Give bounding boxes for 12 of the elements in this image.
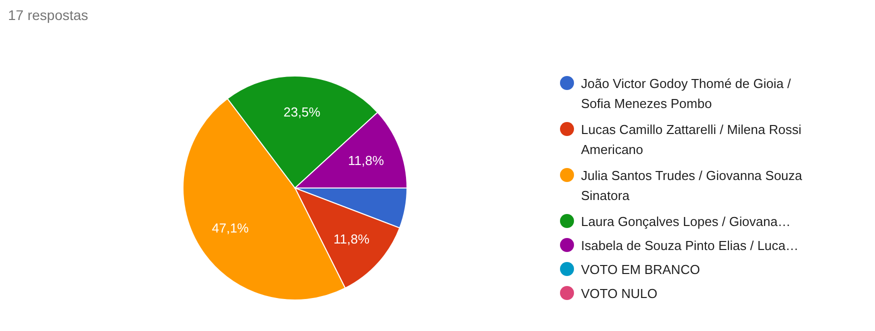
legend-label: Julia Santos Trudes / Giovanna Souza Sinatora bbox=[581, 168, 803, 202]
legend-label: Laura Gonçalves Lopes / Giovana… bbox=[581, 214, 791, 228]
legend-label: Isabela de Souza Pinto Elias / Luca… bbox=[581, 238, 799, 252]
legend-label: VOTO NULO bbox=[581, 286, 658, 300]
text: 17 respostas bbox=[8, 7, 88, 23]
data-label: 11,8% bbox=[348, 152, 384, 168]
data-label: 11,8% bbox=[334, 232, 370, 247]
legend-label: João Victor Godoy Thomé de Gioia / Sofia Menezes Pombo bbox=[581, 76, 792, 110]
data-label: 47,1% bbox=[212, 220, 250, 236]
data-label: 23,5% bbox=[283, 104, 321, 120]
legend-label: Lucas Camillo Zattarelli / Milena Rossi Americano bbox=[581, 122, 802, 156]
legend-label: VOTO EM BRANCO bbox=[581, 262, 700, 276]
